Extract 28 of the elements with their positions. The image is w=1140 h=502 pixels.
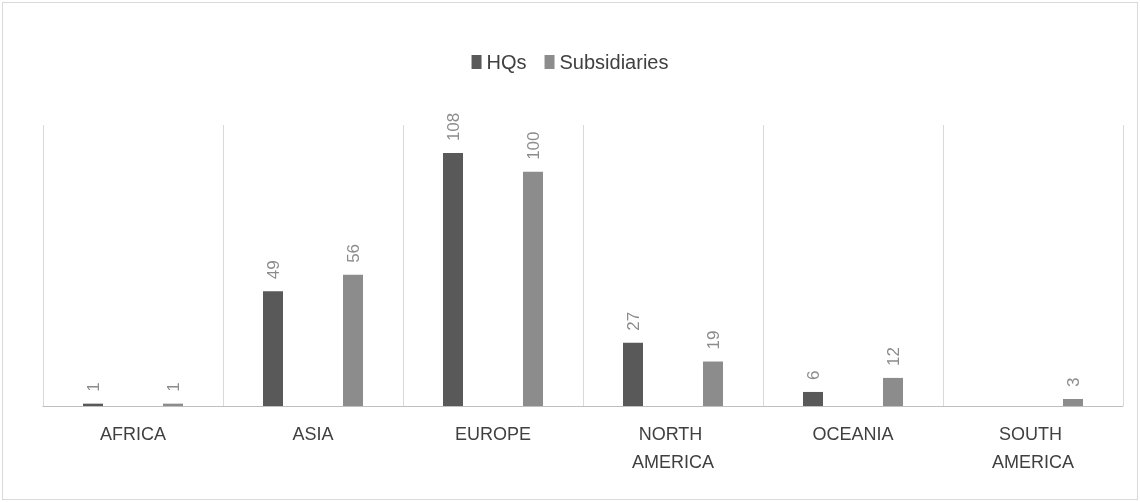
data-label: 12 (883, 346, 903, 366)
data-label: 100 (523, 131, 543, 160)
x-tick-label: EUROPE (454, 424, 532, 444)
bar (343, 274, 363, 406)
data-label: 19 (703, 330, 723, 350)
bar (703, 361, 723, 406)
bar (883, 377, 903, 406)
bar (1063, 398, 1083, 406)
bar (803, 391, 823, 406)
bar (523, 171, 543, 406)
bar (623, 342, 643, 406)
x-tick-label: OCEANIA (812, 424, 894, 444)
bar (263, 291, 283, 406)
x-tick-label: SOUTH AMERICA (991, 424, 1075, 472)
data-label: 6 (803, 370, 823, 380)
data-label: 56 (343, 243, 363, 263)
data-label: 1 (163, 382, 183, 392)
legend-label: HQs (486, 51, 527, 73)
data-label: 108 (443, 112, 463, 142)
x-tick-label: NORTH AMERICA (631, 424, 715, 472)
data-label: 1 (83, 382, 103, 392)
legend-label: Subsidiaries (559, 51, 669, 73)
data-label: 3 (1063, 377, 1083, 387)
x-tick-label: ASIA (292, 424, 334, 444)
x-tick-label: AFRICA (99, 424, 167, 444)
data-label: 49 (263, 260, 283, 280)
data-label: 27 (623, 311, 643, 331)
bar (443, 153, 463, 406)
